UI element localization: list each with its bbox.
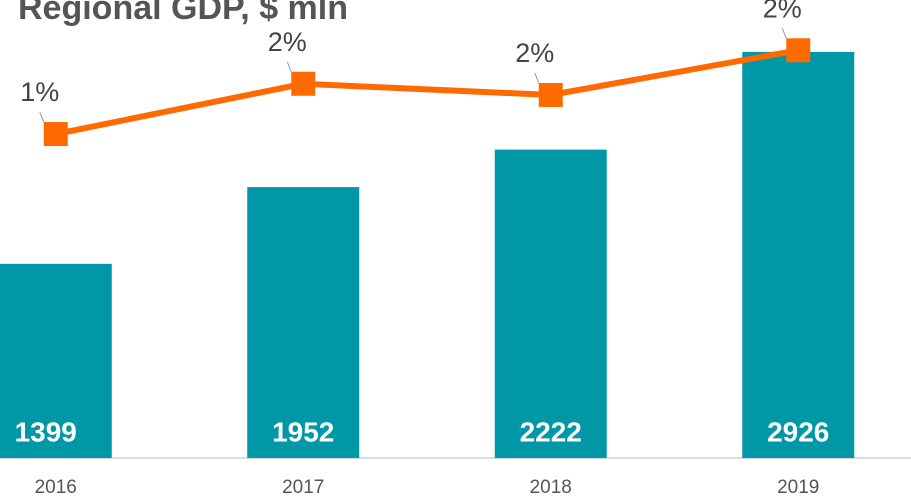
bar [494,149,607,458]
x-tick-label: 2019 [777,477,819,498]
line-marker [538,82,563,107]
bar [247,187,360,458]
bar [0,263,112,458]
bar-value-label: 2222 [520,416,582,447]
bar-value-label: 1952 [272,416,334,447]
chart-title: Regional GDP, $ mln [18,0,348,27]
line-marker [291,71,316,96]
line-value-label: 2% [515,38,554,68]
line [55,47,799,137]
x-tick-label: 2016 [35,477,77,498]
line-value-label: 1% [20,77,59,107]
x-tick-label: 2018 [530,477,572,498]
label-leader [286,61,292,72]
line-marker [786,38,811,63]
label-leader [39,111,45,123]
x-tick-label: 2017 [282,477,324,498]
bar-value-label: 2926 [767,416,829,447]
bar [742,51,855,458]
line-marker [43,122,68,147]
line-value-label: 2% [763,0,802,23]
label-leader [781,28,787,39]
line-value-label: 2% [268,27,307,57]
label-leader [534,72,540,84]
bar-value-label: 1399 [15,416,77,447]
